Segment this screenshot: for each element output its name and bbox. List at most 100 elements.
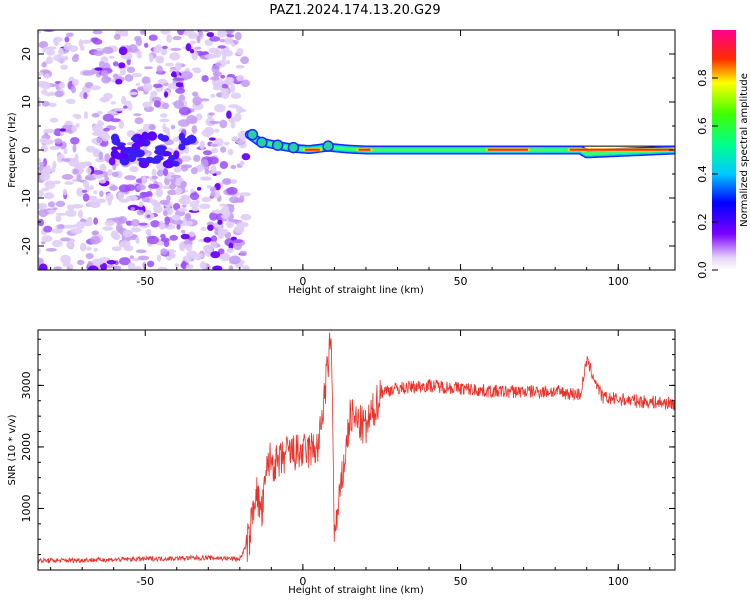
noise-blob — [210, 251, 221, 259]
noise-blob — [210, 235, 218, 243]
noise-blob — [180, 155, 192, 162]
noise-blob — [228, 265, 234, 270]
noise-blob — [201, 177, 211, 181]
noise-blob — [92, 148, 101, 158]
noise-blob — [62, 188, 68, 196]
noise-blob — [215, 47, 220, 55]
noise-blob — [141, 197, 151, 203]
noise-blob — [51, 228, 63, 234]
noise-blob — [71, 55, 79, 63]
noise-blob — [63, 148, 68, 155]
noise-blob — [141, 76, 151, 85]
noise-blob — [175, 263, 179, 268]
noise-blob — [180, 233, 190, 240]
noise-blob — [65, 209, 77, 217]
noise-blob — [225, 60, 230, 65]
noise-blob — [210, 241, 218, 249]
noise-blob — [93, 50, 104, 56]
noise-blob — [162, 102, 170, 110]
noise-blob — [198, 30, 203, 38]
noise-blob — [155, 55, 165, 64]
noise-blob — [133, 149, 145, 158]
noise-blob — [41, 241, 46, 245]
noise-blob — [161, 45, 168, 50]
noise-blob — [41, 62, 47, 68]
noise-blob — [66, 240, 75, 249]
noise-blob — [163, 210, 168, 217]
noise-blob — [129, 166, 139, 173]
noise-blob — [123, 105, 128, 109]
noise-blob — [86, 167, 92, 175]
y-tick-label: -20 — [20, 237, 33, 255]
noise-blob — [71, 125, 77, 133]
noise-blob — [217, 248, 225, 255]
noise-blob — [206, 185, 212, 189]
noise-blob — [181, 260, 187, 270]
noise-blob — [240, 79, 250, 88]
noise-blob — [38, 190, 44, 198]
noise-blob — [103, 127, 110, 132]
noise-blob — [121, 95, 127, 104]
noise-blob — [38, 102, 41, 107]
noise-blob — [146, 260, 155, 268]
noise-blob — [168, 154, 176, 162]
noise-blob — [136, 54, 142, 59]
noise-blob — [148, 183, 160, 189]
noise-blob — [149, 53, 154, 63]
noise-blob — [93, 217, 98, 225]
noise-blob — [53, 266, 62, 270]
noise-blob — [63, 42, 73, 51]
noise-blob — [239, 194, 245, 203]
noise-blob — [196, 186, 202, 191]
noise-blob — [124, 74, 134, 82]
noise-blob — [220, 74, 226, 79]
noise-blob — [65, 32, 74, 37]
noise-blob — [169, 182, 177, 190]
x-tick-label: 0 — [299, 275, 306, 288]
x-tick-label: 50 — [454, 275, 468, 288]
noise-blob — [65, 98, 76, 104]
noise-blob — [230, 179, 238, 184]
noise-blob — [235, 64, 245, 69]
noise-blob — [117, 192, 124, 200]
noise-blob — [223, 141, 230, 146]
noise-blob — [97, 120, 102, 126]
noise-blob — [160, 248, 168, 256]
noise-blob — [104, 153, 111, 162]
noise-blob — [165, 62, 175, 67]
noise-blob — [233, 243, 242, 251]
noise-blob — [119, 67, 127, 76]
y-tick-label: 20 — [20, 47, 33, 61]
noise-blob — [153, 100, 161, 108]
noise-blob — [98, 61, 105, 68]
noise-blob — [85, 246, 92, 251]
colorbar-ticks: 0.0 0.2 0.4 0.6 0.8 — [696, 69, 718, 279]
noise-blob — [45, 48, 56, 56]
noise-blob — [159, 118, 170, 123]
noise-blob — [144, 42, 149, 48]
noise-blob — [195, 257, 201, 261]
noise-blob — [47, 201, 56, 208]
noise-blob — [51, 239, 63, 248]
noise-blob — [234, 32, 242, 41]
noise-blob — [177, 30, 185, 36]
noise-blob — [53, 37, 59, 45]
noise-blob — [229, 219, 239, 223]
noise-blob — [230, 92, 242, 99]
noise-blob — [219, 161, 229, 169]
noise-blob — [115, 78, 123, 85]
noise-blob — [40, 81, 51, 90]
noise-blob — [189, 192, 200, 201]
noise-blob — [173, 100, 185, 109]
noise-blob — [195, 199, 200, 204]
noise-blob — [87, 265, 99, 270]
noise-blob — [71, 204, 84, 209]
noise-blob — [178, 143, 186, 151]
noise-blob — [198, 203, 211, 209]
noise-blob — [221, 218, 228, 222]
noise-blob — [60, 254, 71, 264]
noise-blob — [200, 98, 210, 102]
noise-blob — [39, 172, 51, 181]
noise-blob — [145, 228, 152, 236]
noise-blob — [84, 176, 93, 180]
